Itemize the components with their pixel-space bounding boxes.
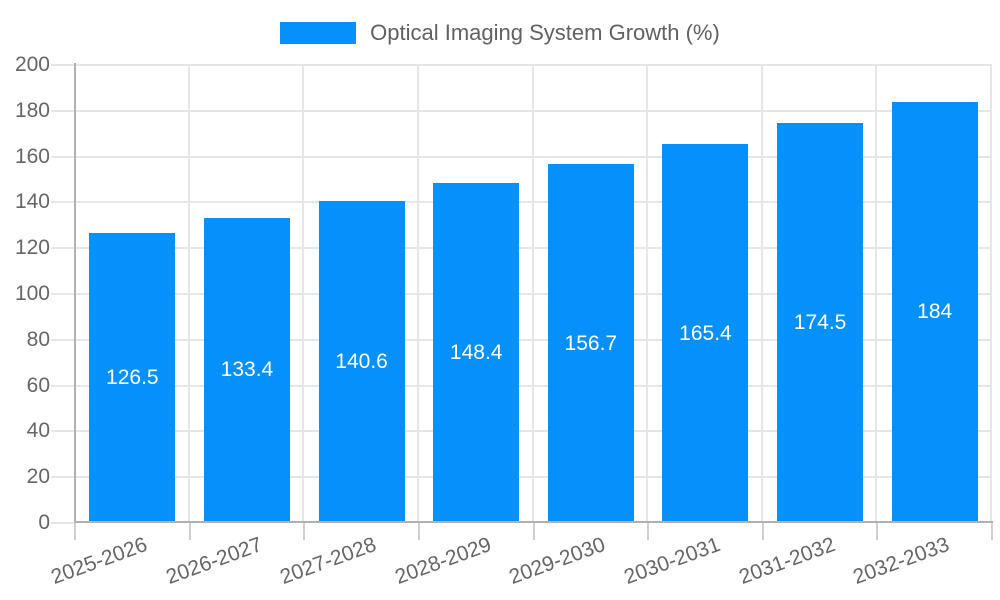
- x-category-label: 2026-2027: [162, 533, 265, 589]
- legend-swatch: [280, 22, 357, 44]
- x-axis-tick: [74, 523, 76, 540]
- bar-value-label: 174.5: [793, 311, 847, 335]
- y-axis-line: [74, 63, 76, 523]
- bar-value-label: 156.7: [564, 331, 618, 355]
- y-axis-tick-label: 100: [14, 282, 50, 305]
- x-axis-tick: [647, 523, 650, 540]
- y-axis-tick: [51, 338, 74, 341]
- gridline-h: [75, 430, 992, 433]
- gridline-v: [302, 65, 305, 523]
- y-axis-tick-label: 200: [14, 53, 50, 76]
- y-axis-tick: [51, 384, 74, 387]
- bar: 165.4: [662, 144, 749, 523]
- y-axis-tick-label: 20: [26, 465, 50, 489]
- y-axis-tick-label: 180: [14, 98, 50, 122]
- bar: 148.4: [433, 183, 520, 523]
- gridline-h: [75, 384, 992, 387]
- gridline-h: [75, 247, 992, 250]
- y-axis-tick: [51, 247, 74, 250]
- x-axis-tick: [417, 523, 420, 540]
- legend: Optical Imaging System Growth (%): [0, 19, 1000, 47]
- bar-value-label: 140.6: [335, 350, 388, 373]
- y-axis-tick-label: 80: [26, 327, 50, 351]
- y-axis-tick: [51, 293, 74, 295]
- gridline-v: [531, 65, 534, 523]
- gridline-h: [75, 109, 992, 112]
- y-axis-tick: [51, 201, 74, 204]
- gridline-v: [990, 65, 992, 523]
- gridline-h: [75, 293, 992, 295]
- x-category-label: 2031-2032: [735, 533, 838, 589]
- gridline-h: [75, 338, 992, 341]
- x-axis-line: [74, 521, 993, 523]
- y-axis-tick-label: 120: [14, 236, 50, 260]
- x-axis-tick: [761, 523, 764, 540]
- y-axis-tick: [51, 522, 74, 524]
- x-axis-tick: [876, 523, 879, 540]
- bar: 184: [891, 101, 978, 523]
- y-axis-tick: [51, 155, 74, 158]
- y-axis-tick: [51, 109, 74, 112]
- x-category-label: 2032-2033: [850, 533, 953, 589]
- gridline-v: [646, 65, 649, 523]
- bar-value-label: 165.4: [679, 321, 732, 345]
- bar: 174.5: [777, 123, 864, 523]
- x-category-label: 2030-2031: [621, 533, 724, 589]
- y-axis-tick-label: 0: [38, 511, 50, 534]
- gridline-h: [75, 64, 992, 66]
- y-axis-tick: [51, 476, 74, 479]
- gridline-v: [187, 65, 190, 523]
- x-axis-tick: [532, 523, 535, 540]
- bar-value-label: 148.4: [449, 341, 503, 365]
- gridline-h: [75, 201, 992, 204]
- y-axis-tick-label: 140: [14, 190, 50, 214]
- y-axis-tick: [51, 430, 74, 433]
- x-axis-tick: [991, 523, 993, 540]
- x-category-label: 2025-2026: [47, 533, 151, 589]
- bar-value-label: 184: [917, 300, 953, 324]
- gridline-v: [760, 65, 763, 523]
- bar-value-label: 126.5: [106, 366, 159, 390]
- y-axis-tick-label: 40: [26, 419, 50, 443]
- y-axis-tick-label: 60: [26, 373, 50, 397]
- y-axis-tick: [51, 64, 74, 66]
- gridline-v: [416, 65, 419, 523]
- x-category-label: 2029-2030: [506, 533, 609, 589]
- x-axis-tick: [303, 523, 306, 540]
- bar: 156.7: [547, 164, 634, 523]
- x-axis-tick: [188, 523, 191, 540]
- y-axis-tick-label: 160: [14, 144, 50, 168]
- bar: 126.5: [89, 233, 176, 523]
- gridline-v: [875, 65, 878, 523]
- gridline-h: [75, 476, 992, 479]
- x-category-label: 2027-2028: [277, 533, 380, 589]
- bar: 140.6: [318, 201, 405, 523]
- legend-label: Optical Imaging System Growth (%): [370, 20, 720, 45]
- x-category-label: 2028-2029: [391, 533, 495, 589]
- gridline-h: [75, 155, 992, 158]
- bar: 133.4: [203, 217, 290, 523]
- plot-area: 126.5 133.4 140.6 148.4 156.7 165.4 174.5 184: [75, 64, 992, 523]
- bar-value-label: 133.4: [220, 358, 274, 382]
